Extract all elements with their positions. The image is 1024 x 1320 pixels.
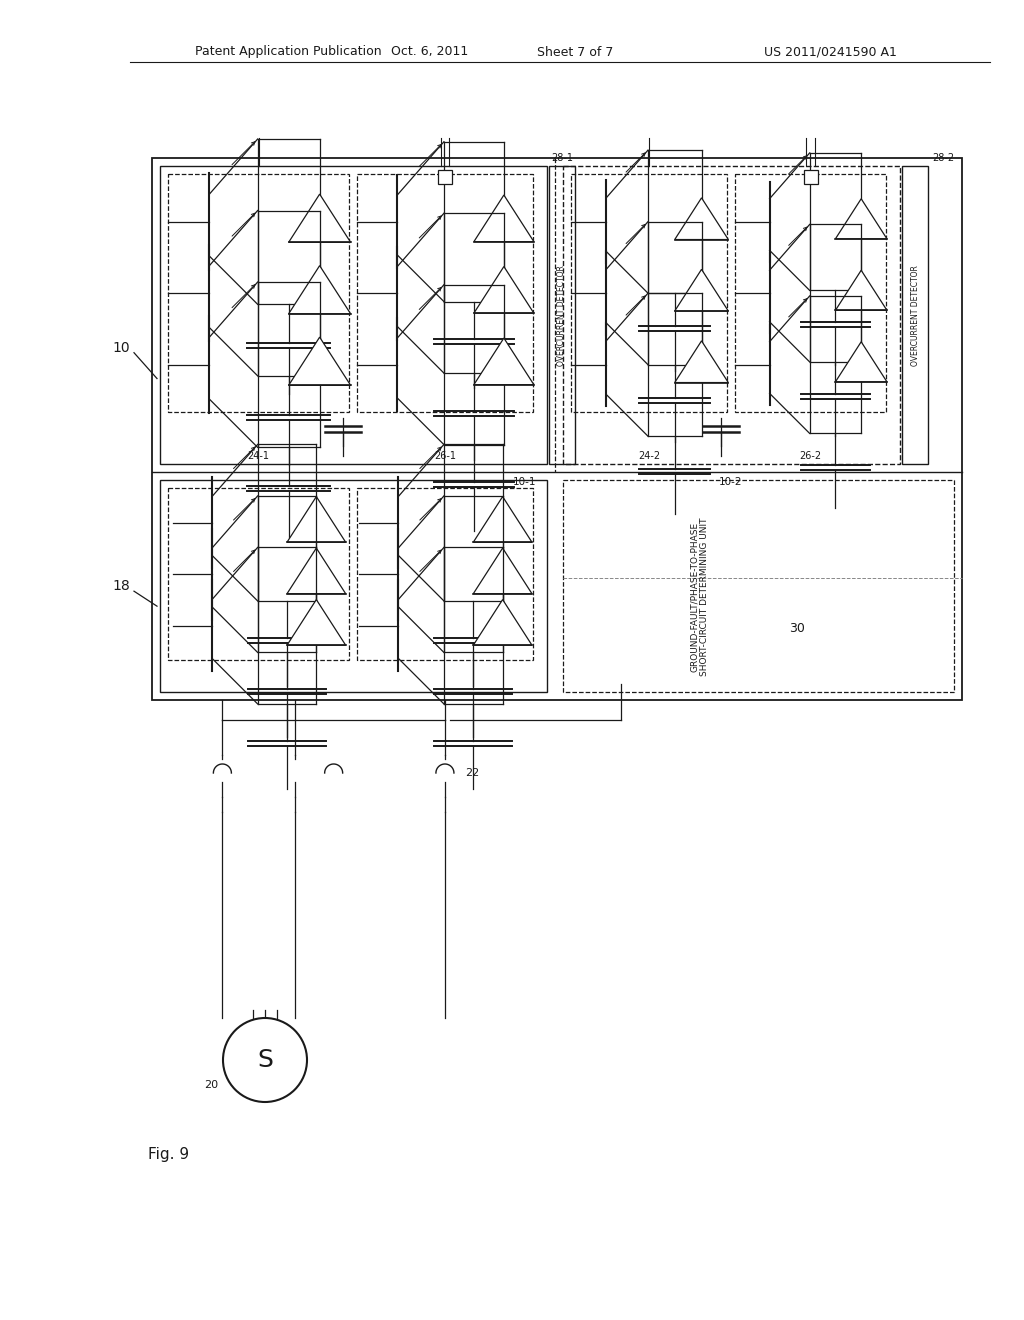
Polygon shape: [675, 269, 728, 312]
Text: 24-2: 24-2: [638, 451, 660, 462]
Bar: [570, 174, 727, 412]
Bar: [438, 170, 452, 183]
Bar: [152, 158, 962, 700]
Polygon shape: [836, 342, 887, 381]
Text: US 2011/0241590 A1: US 2011/0241590 A1: [764, 45, 896, 58]
Text: Sheet 7 of 7: Sheet 7 of 7: [537, 45, 613, 58]
Bar: [160, 480, 547, 692]
Text: 20: 20: [204, 1080, 218, 1090]
Bar: [562, 480, 954, 692]
Bar: [160, 166, 547, 465]
Text: GROUND-FAULT/PHASE-TO-PHASE
SHORT-CIRCUIT DETERMINING UNIT: GROUND-FAULT/PHASE-TO-PHASE SHORT-CIRCUI…: [690, 517, 710, 676]
Text: 24-1: 24-1: [248, 451, 269, 462]
Text: 28-2: 28-2: [932, 153, 954, 162]
Text: Oct. 6, 2011: Oct. 6, 2011: [391, 45, 469, 58]
Text: 22: 22: [465, 768, 479, 777]
Text: 10: 10: [113, 341, 130, 355]
Polygon shape: [287, 496, 346, 543]
Polygon shape: [473, 548, 532, 594]
Text: 10-1: 10-1: [513, 478, 537, 487]
Polygon shape: [473, 496, 532, 543]
Text: OVERCURRENT DETECTOR: OVERCURRENT DETECTOR: [910, 265, 920, 366]
Bar: [168, 174, 349, 412]
Polygon shape: [675, 198, 728, 239]
Text: OVERCURRENT DETECTOR: OVERCURRENT DETECTOR: [557, 265, 566, 366]
Text: 26-2: 26-2: [800, 451, 821, 462]
Text: 30: 30: [790, 622, 805, 635]
Text: Patent Application Publication: Patent Application Publication: [195, 45, 382, 58]
Polygon shape: [836, 271, 887, 310]
Polygon shape: [473, 599, 532, 645]
Text: Fig. 9: Fig. 9: [148, 1147, 189, 1163]
Bar: [168, 488, 349, 660]
Text: S: S: [257, 1048, 273, 1072]
Text: 28-1: 28-1: [552, 153, 573, 162]
Bar: [357, 174, 532, 412]
Polygon shape: [289, 337, 350, 385]
Polygon shape: [836, 199, 887, 239]
Polygon shape: [675, 341, 728, 383]
Polygon shape: [289, 265, 350, 314]
Polygon shape: [474, 267, 534, 313]
Text: 18: 18: [113, 579, 130, 593]
Polygon shape: [287, 599, 346, 645]
Circle shape: [223, 1018, 307, 1102]
Bar: [735, 174, 886, 412]
Bar: [549, 166, 574, 465]
Text: 10-2: 10-2: [719, 478, 742, 487]
Polygon shape: [287, 548, 346, 594]
Polygon shape: [474, 195, 534, 242]
Bar: [562, 166, 900, 465]
Polygon shape: [289, 194, 350, 243]
Text: 26-1: 26-1: [434, 451, 456, 462]
Bar: [804, 170, 817, 183]
Polygon shape: [474, 338, 534, 384]
Bar: [902, 166, 928, 465]
Bar: [357, 488, 532, 660]
